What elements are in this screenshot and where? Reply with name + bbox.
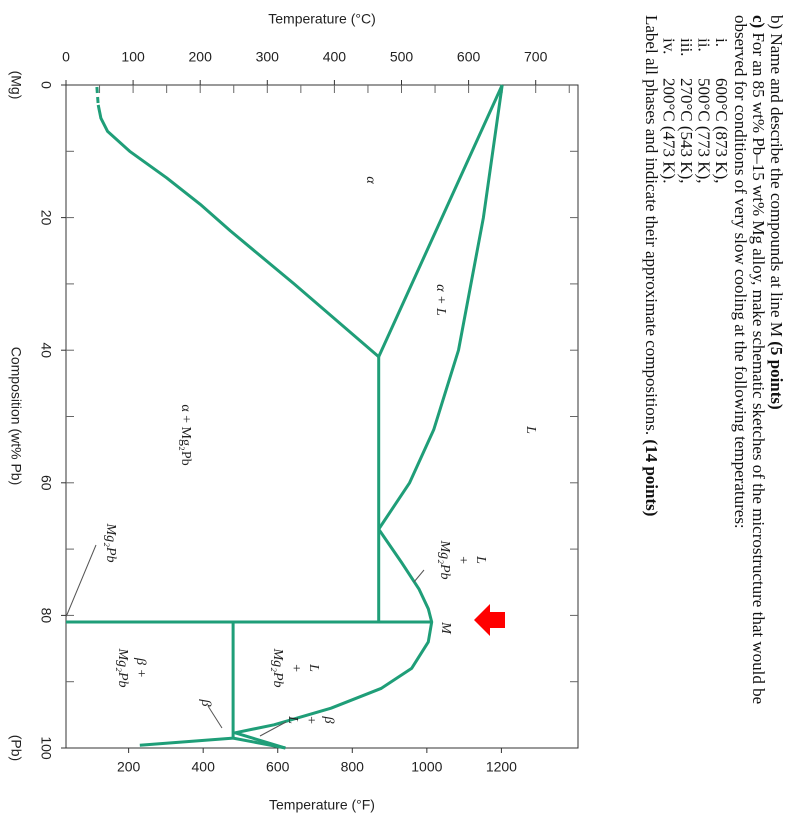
question-c: c) For an 85 wt% Pb–15 wt% Mg alloy, mak…: [749, 15, 768, 704]
question-final: Label all phases and indicate their appr…: [642, 15, 661, 516]
question-b-text: b) Name and describe the compounds at li…: [767, 15, 786, 337]
y-tick-label: 500: [390, 49, 414, 65]
leader-line: [259, 721, 287, 737]
y-tick-label: 300: [256, 49, 280, 65]
item-numeral: i.: [712, 38, 731, 47]
region-label: Mg₂Pb: [270, 647, 285, 687]
region-label: β: [321, 716, 336, 724]
item-numeral: iii.: [677, 38, 696, 56]
x-axis-title: Composition (wt% Pb): [8, 347, 24, 486]
y-axis-title: Temperature (°C): [268, 11, 376, 27]
leader-line: [65, 544, 97, 618]
region-label: +: [303, 715, 318, 724]
region-label: α + Mg₂Pb: [178, 404, 193, 465]
question-c-label: c): [749, 15, 768, 28]
item-numeral: iv.: [660, 38, 679, 54]
y2-axis-title: Temperature (°F): [269, 797, 375, 813]
liquidus-mg2pb: [233, 528, 434, 750]
alpha-solvus: [96, 104, 380, 358]
x-tick-label: 100: [38, 736, 54, 760]
question-final-points: (14 points): [642, 439, 661, 516]
alpha-solidus: [377, 84, 504, 358]
question-c-line: observed for conditions of very slow coo…: [731, 15, 750, 529]
beta-solidus: [232, 736, 286, 750]
y-tick-label: 700: [524, 49, 548, 65]
region-label: +: [288, 663, 303, 672]
x-tick-label: 0: [38, 81, 54, 89]
question-b-points: (5 points): [767, 341, 786, 409]
y2-tick-label: 600: [266, 759, 290, 775]
region-label: +: [455, 555, 470, 564]
item-text: 500°C (773 K),: [695, 78, 714, 184]
y2-tick-label: 800: [341, 759, 365, 775]
y-tick-label: 600: [457, 49, 481, 65]
liquidus-left: [377, 84, 504, 531]
region-label: M: [438, 621, 453, 635]
solvus-dashed: [95, 86, 100, 106]
y2-tick-label: 1000: [411, 759, 442, 775]
region-label: L: [285, 715, 300, 724]
y-tick-label: 0: [62, 49, 70, 65]
region-label: Mg₂Pb: [437, 539, 452, 579]
x-tick-label: 80: [38, 608, 54, 624]
question-final-text: Label all phases and indicate their appr…: [642, 15, 661, 435]
region-label: α: [363, 176, 378, 184]
question-c-line: For an 85 wt% Pb–15 wt% Mg alloy, make s…: [749, 32, 768, 704]
region-label: L: [473, 555, 488, 564]
region-label: Mg₂Pb: [115, 647, 130, 687]
red-arrow: [474, 604, 505, 636]
x-tick-label: 20: [38, 210, 54, 226]
x-right-label: (Pb): [8, 735, 24, 761]
region-label: L: [523, 425, 538, 434]
item-text: 270°C (543 K),: [677, 78, 696, 184]
region-label: α + L: [433, 284, 448, 316]
leader-line: [207, 705, 223, 729]
y-tick-label: 400: [323, 49, 347, 65]
question-b: b) Name and describe the compounds at li…: [767, 15, 786, 410]
item-text: 200°C (473 K).: [660, 78, 679, 184]
item-numeral: ii.: [695, 38, 714, 52]
x-left-label: (Mg): [8, 71, 24, 100]
beta-solvus: [139, 736, 234, 747]
region-label: β +: [133, 657, 148, 678]
region-label: L: [306, 663, 321, 672]
region-label: Mg₂Pb: [103, 522, 118, 562]
y-tick-label: 200: [189, 49, 213, 65]
x-tick-label: 40: [38, 342, 54, 358]
leader-line: [413, 569, 425, 583]
item-text: 600°C (873 K),: [712, 78, 731, 184]
y2-tick-label: 400: [192, 759, 216, 775]
y2-tick-label: 1200: [486, 759, 517, 775]
region-label: β: [198, 699, 213, 707]
y2-tick-label: 200: [117, 759, 141, 775]
plot-frame: [65, 84, 579, 749]
x-tick-label: 60: [38, 475, 54, 491]
y-tick-label: 100: [121, 49, 145, 65]
